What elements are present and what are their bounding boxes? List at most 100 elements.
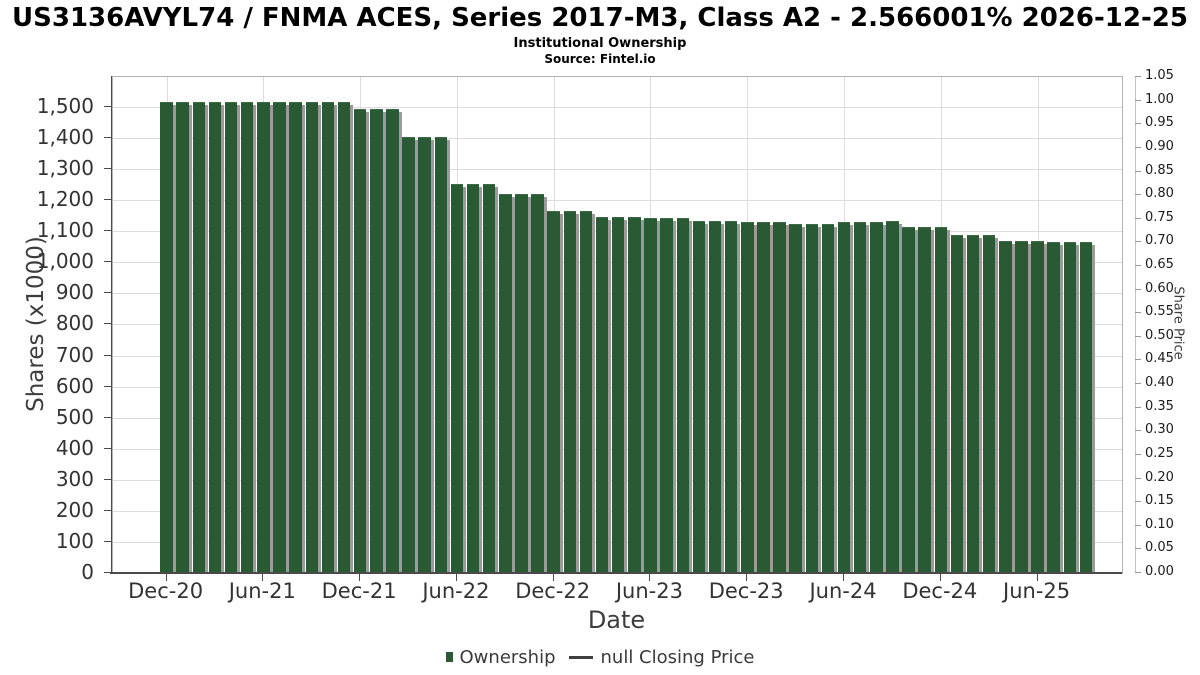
bottom-axis-line — [110, 572, 1122, 574]
ownership-bar[interactable] — [515, 193, 528, 574]
ownership-bar[interactable] — [370, 108, 383, 574]
left-axis-tick — [104, 478, 111, 480]
bar-shadow — [721, 223, 725, 573]
ownership-bar[interactable] — [853, 221, 867, 574]
ownership-bar[interactable] — [273, 102, 286, 574]
ownership-legend-swatch-icon — [445, 652, 453, 662]
bar-shadow — [914, 230, 918, 573]
ownership-bar[interactable] — [999, 241, 1012, 574]
ownership-bar[interactable] — [434, 137, 447, 574]
ownership-bar[interactable] — [386, 108, 399, 574]
ownership-bar[interactable] — [692, 220, 706, 574]
ownership-bar[interactable] — [821, 223, 835, 574]
bar-shadow — [172, 105, 176, 573]
ownership-bar[interactable] — [176, 102, 189, 574]
ownership-bar[interactable] — [563, 210, 577, 574]
ownership-bar[interactable] — [160, 102, 173, 574]
ownership-bar[interactable] — [982, 234, 996, 574]
ownership-bar[interactable] — [757, 222, 770, 574]
ownership-bar[interactable] — [950, 234, 964, 574]
bar-shadow — [705, 223, 709, 573]
bar-shadow — [785, 225, 789, 573]
ownership-bar[interactable] — [321, 102, 335, 574]
ownership-bar[interactable] — [724, 220, 738, 574]
left-axis-tick-label: 1,100 — [36, 218, 94, 243]
right-axis-tick — [1135, 453, 1141, 455]
ownership-bar[interactable] — [466, 183, 480, 574]
right-axis-title: Share Price — [1170, 286, 1186, 360]
ownership-bar[interactable] — [611, 216, 625, 574]
right-axis-line — [1135, 76, 1136, 573]
right-axis-tick-label: 0.55 — [1145, 304, 1174, 320]
right-axis-tick-label: 0.75 — [1145, 209, 1174, 225]
bar-shadow — [963, 237, 967, 573]
ownership-bar[interactable] — [676, 218, 689, 574]
right-axis-tick — [1135, 335, 1141, 337]
ownership-bar[interactable] — [337, 102, 351, 574]
ownership-bar[interactable] — [499, 193, 512, 574]
ownership-bar[interactable] — [660, 218, 673, 574]
bar-shadow — [350, 105, 354, 573]
legend-item-closing-price[interactable]: null Closing Price — [600, 646, 755, 668]
ownership-bar[interactable] — [595, 216, 609, 574]
ownership-bar[interactable] — [1079, 242, 1093, 574]
ownership-bar[interactable] — [773, 222, 786, 574]
ownership-bar[interactable] — [1047, 242, 1060, 574]
bar-shadow — [979, 237, 983, 573]
x-axis-tick-label: Jun-22 — [422, 579, 490, 603]
ownership-bar[interactable] — [934, 227, 947, 574]
left-axis-tick — [104, 447, 111, 449]
right-axis-tick — [1135, 430, 1141, 432]
ownership-bar[interactable] — [1031, 241, 1044, 574]
ownership-bar[interactable] — [628, 216, 641, 574]
ownership-bar[interactable] — [1063, 242, 1077, 574]
ownership-bar[interactable] — [418, 137, 431, 574]
ownership-bar[interactable] — [547, 210, 560, 574]
bar-shadow — [511, 196, 515, 573]
ownership-bar[interactable] — [837, 221, 851, 574]
legend-item-ownership[interactable]: Ownership — [459, 646, 556, 668]
ownership-bar[interactable] — [305, 102, 318, 574]
ownership-bar[interactable] — [289, 102, 302, 574]
bar-shadow — [543, 196, 547, 573]
left-axis-tick-label: 600 — [55, 373, 94, 398]
ownership-bar[interactable] — [257, 102, 270, 574]
x-axis-tick — [843, 574, 844, 581]
gridline-horizontal — [113, 200, 1122, 202]
ownership-bar[interactable] — [805, 223, 818, 574]
left-axis-tick — [104, 572, 111, 573]
bar-shadow — [624, 219, 628, 573]
ownership-bar[interactable] — [579, 210, 593, 574]
bar-shadow — [463, 186, 467, 573]
bar-shadow — [430, 140, 434, 573]
ownership-bar[interactable] — [450, 183, 464, 574]
ownership-bar[interactable] — [224, 102, 238, 574]
ownership-bar[interactable] — [531, 193, 544, 574]
x-axis-tick-label: Dec-24 — [902, 579, 978, 603]
right-axis-tick — [1135, 406, 1141, 408]
left-axis-tick-label: 1,200 — [36, 187, 94, 212]
ownership-bar[interactable] — [966, 234, 980, 574]
ownership-bar[interactable] — [240, 102, 254, 574]
ownership-bar[interactable] — [482, 183, 496, 574]
right-axis-tick-label: 0.00 — [1145, 564, 1174, 579]
ownership-bar[interactable] — [402, 137, 415, 574]
ownership-bar[interactable] — [918, 227, 931, 574]
ownership-bar[interactable] — [870, 221, 883, 574]
ownership-bar[interactable] — [192, 102, 206, 574]
ownership-bar[interactable] — [902, 227, 915, 574]
ownership-bar[interactable] — [353, 108, 367, 574]
ownership-bar[interactable] — [789, 223, 802, 574]
bar-shadow — [898, 223, 902, 573]
ownership-bar[interactable] — [886, 220, 899, 574]
bar-shadow — [608, 219, 612, 573]
ownership-bar[interactable] — [208, 102, 222, 574]
bar-shadow — [1043, 244, 1047, 573]
right-axis-tick-label: 0.85 — [1145, 162, 1174, 178]
ownership-bar[interactable] — [708, 220, 722, 574]
ownership-bar[interactable] — [644, 218, 657, 574]
ownership-bar[interactable] — [1015, 241, 1028, 574]
ownership-bar[interactable] — [741, 222, 754, 574]
left-axis-tick — [104, 105, 111, 107]
